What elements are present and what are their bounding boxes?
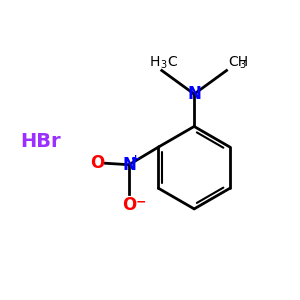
Text: CH: CH (228, 55, 248, 69)
Text: H: H (150, 55, 160, 69)
Text: +: + (131, 154, 140, 164)
Text: O: O (90, 154, 104, 172)
Text: C: C (168, 55, 177, 69)
Text: O: O (122, 196, 136, 214)
Text: 3: 3 (239, 60, 245, 70)
Text: 3: 3 (160, 60, 167, 70)
Text: N: N (122, 156, 136, 174)
Text: −: − (136, 195, 146, 208)
Text: N: N (187, 85, 201, 103)
Text: HBr: HBr (21, 132, 62, 151)
